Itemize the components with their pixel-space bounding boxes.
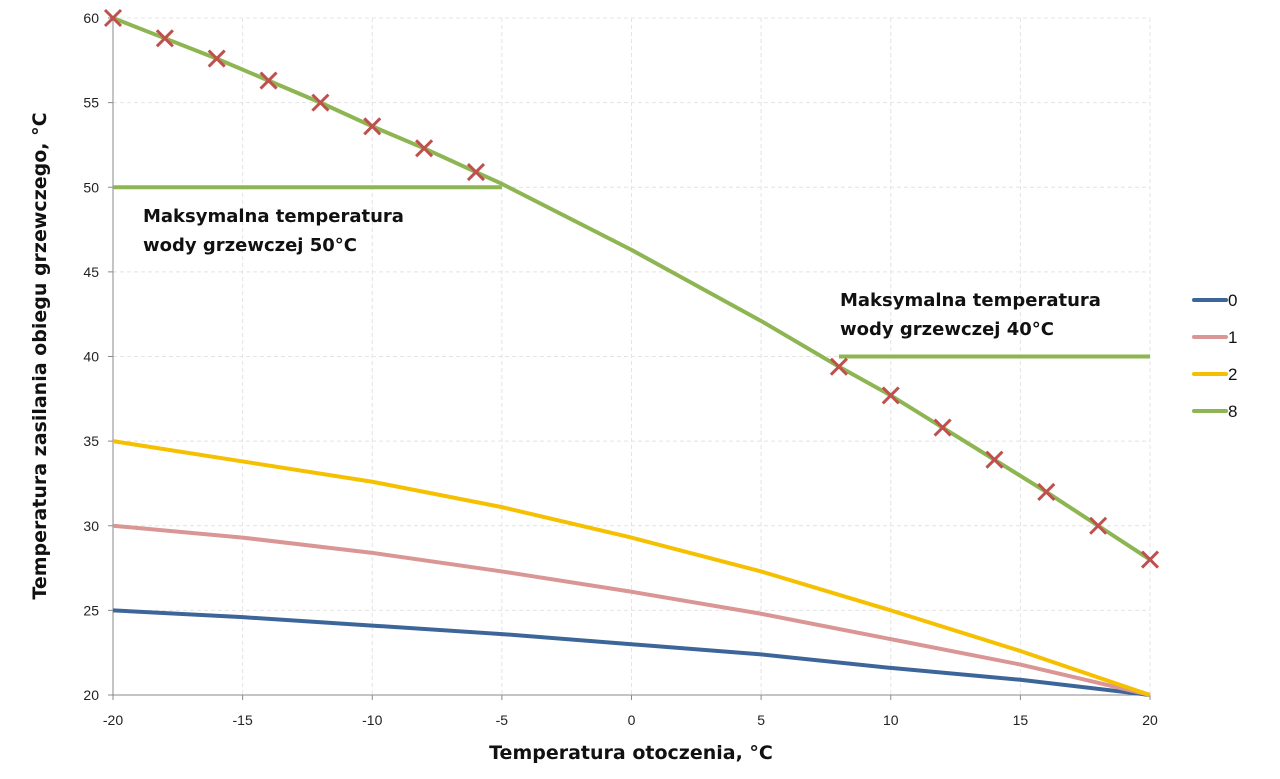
- marker-x: [466, 162, 486, 182]
- y-tick-label: 40: [83, 349, 99, 365]
- series-line-2: [112, 439, 1151, 697]
- series-line-8: [112, 16, 1152, 562]
- x-tick-label: -20: [103, 712, 123, 728]
- y-tick-label: 35: [83, 433, 99, 449]
- axes: 20 25 30 35 40 45 50 55 60 -20 -15 -10 -5 0 5 10 15 20: [83, 10, 1158, 728]
- annotation-50-line1: Maksymalna temperatura: [143, 206, 404, 227]
- legend-label-1: 1: [1228, 328, 1237, 347]
- marker-x: [933, 418, 952, 437]
- legend-label-2: 2: [1228, 365, 1237, 384]
- x-tick-label: 15: [1013, 712, 1029, 728]
- x-tick-label: 10: [883, 712, 899, 728]
- legend-label-8: 8: [1228, 402, 1237, 421]
- y-tick-label: 45: [83, 264, 99, 280]
- annotation-40-line2: wody grzewczej 40°C: [840, 319, 1054, 340]
- marker-x: [363, 117, 382, 136]
- series-line-1: [112, 523, 1151, 697]
- y-tick-label: 25: [83, 602, 99, 618]
- marker-x: [207, 49, 226, 68]
- marker-x: [155, 29, 174, 48]
- marker-x: [829, 357, 848, 376]
- marker-x: [985, 450, 1004, 469]
- marker-x: [311, 93, 330, 112]
- x-tick-label: -15: [233, 712, 253, 728]
- legend-label-0: 0: [1228, 291, 1237, 310]
- x-tick-label: 20: [1142, 712, 1158, 728]
- y-tick-label: 30: [83, 518, 99, 534]
- y-axis-label: Temperatura zasilania obiegu grzewczego,…: [29, 112, 51, 599]
- marker-x: [103, 8, 123, 28]
- x-tick-label: 0: [628, 712, 636, 728]
- marker-x: [1140, 550, 1160, 569]
- annotation-40-line1: Maksymalna temperatura: [840, 290, 1101, 311]
- marker-x: [415, 139, 434, 158]
- marker-x: [1089, 516, 1108, 535]
- y-tick-label: 50: [83, 179, 99, 195]
- x-tick-label: 5: [757, 712, 765, 728]
- x-tick-label: -5: [496, 712, 509, 728]
- y-tick-label: 55: [83, 95, 99, 111]
- marker-x: [1037, 482, 1056, 501]
- x-axis-label: Temperatura otoczenia, °C: [489, 742, 773, 764]
- series-line-0: [112, 608, 1151, 697]
- y-tick-label: 20: [83, 687, 99, 703]
- y-tick-label: 60: [83, 10, 99, 26]
- markers: [103, 8, 1160, 569]
- annotation-50-line2: wody grzewczej 50°C: [143, 235, 357, 256]
- marker-x: [259, 71, 278, 90]
- legend: 0 1 2 8: [1192, 291, 1237, 421]
- series-lines: [112, 16, 1152, 697]
- marker-x: [881, 386, 900, 405]
- limit-lines: [113, 185, 1150, 359]
- x-tick-label: -10: [362, 712, 382, 728]
